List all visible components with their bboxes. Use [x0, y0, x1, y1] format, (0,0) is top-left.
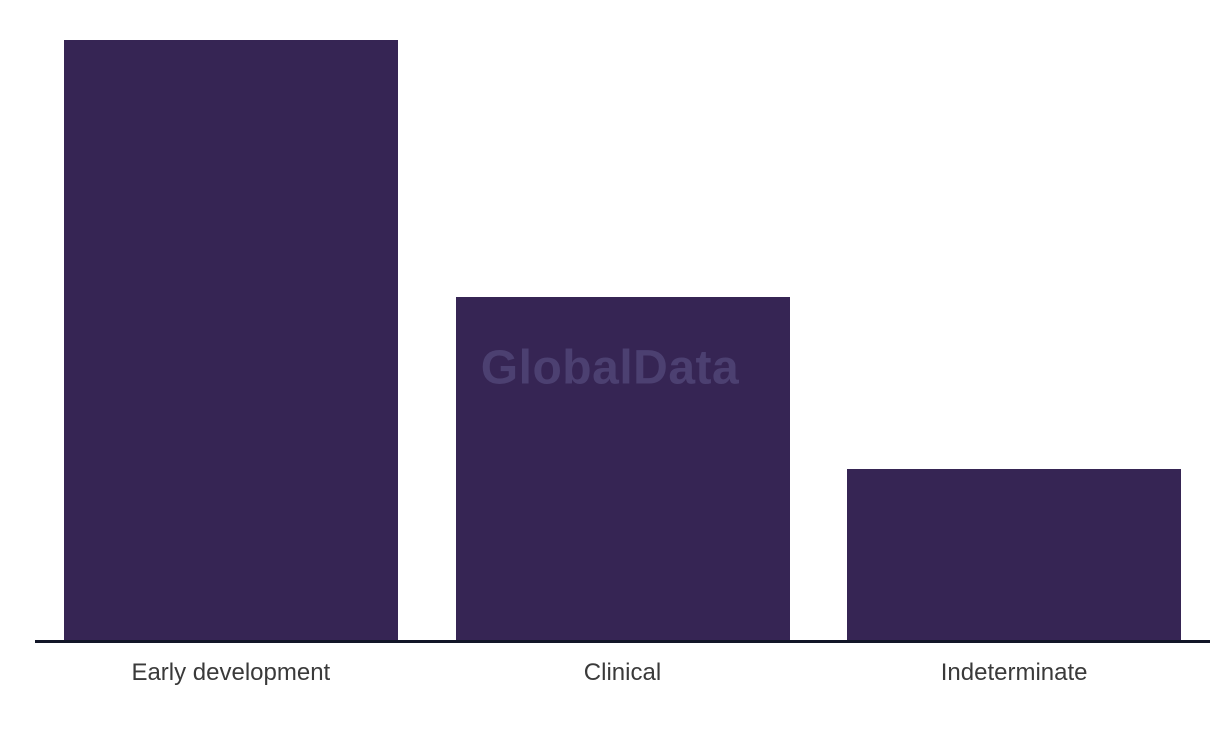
x-axis-label: Early development: [131, 659, 331, 686]
x-axis-label: Clinical: [583, 659, 662, 686]
bar-clinical: [455, 297, 790, 640]
x-axis-label: Indeterminate: [940, 659, 1088, 686]
bar-early-development: [63, 40, 398, 640]
x-axis-line: [35, 640, 1210, 643]
bar-indeterminate: [847, 469, 1182, 640]
